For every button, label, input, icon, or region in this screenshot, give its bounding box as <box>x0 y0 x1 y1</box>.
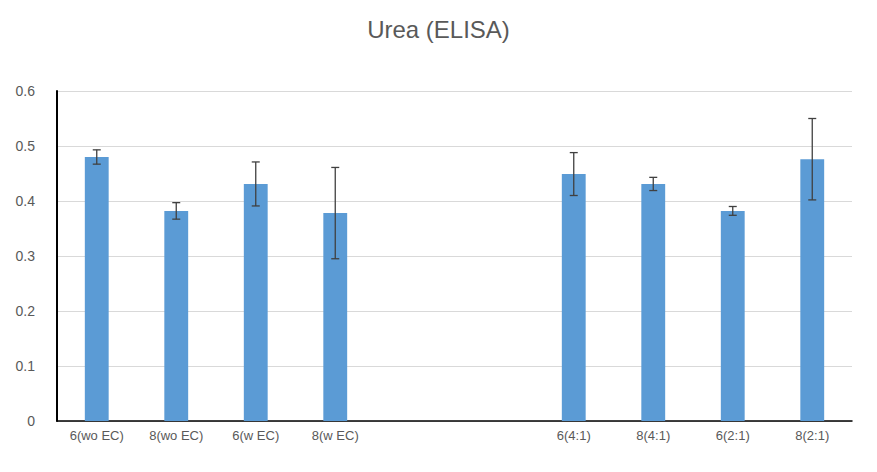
svg-text:0.4: 0.4 <box>16 193 36 209</box>
svg-text:0.2: 0.2 <box>16 303 36 319</box>
svg-text:8(2:1): 8(2:1) <box>795 428 829 443</box>
svg-text:8(w EC): 8(w EC) <box>312 428 359 443</box>
svg-text:8(wo EC): 8(wo EC) <box>149 428 203 443</box>
svg-text:8(4:1): 8(4:1) <box>636 428 670 443</box>
svg-text:0.1: 0.1 <box>16 358 36 374</box>
svg-text:6(2:1): 6(2:1) <box>716 428 750 443</box>
svg-text:0.5: 0.5 <box>16 138 36 154</box>
svg-text:0.3: 0.3 <box>16 248 36 264</box>
svg-text:6(wo EC): 6(wo EC) <box>70 428 124 443</box>
svg-text:6(w EC): 6(w EC) <box>232 428 279 443</box>
svg-text:6(4:1): 6(4:1) <box>557 428 591 443</box>
svg-text:0.6: 0.6 <box>16 83 36 99</box>
svg-text:0: 0 <box>27 413 35 429</box>
svg-text:Urea (ELISA): Urea (ELISA) <box>367 16 510 43</box>
